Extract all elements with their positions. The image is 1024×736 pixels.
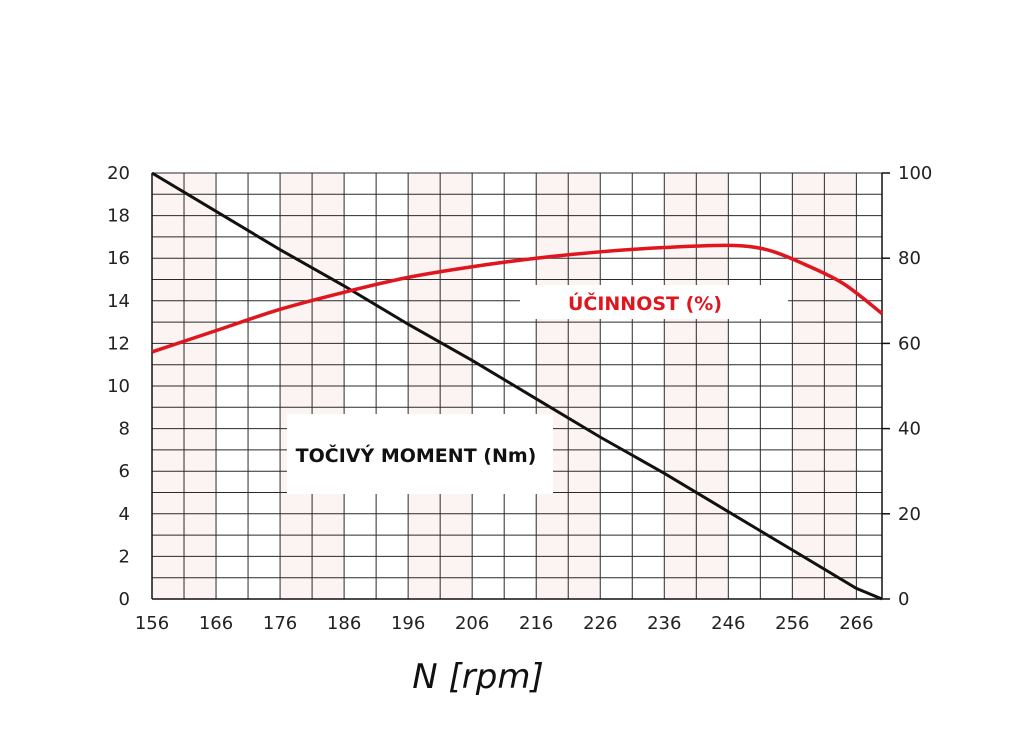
y-left-tick-label: 16 [107, 248, 130, 269]
x-tick-label: 206 [455, 613, 489, 634]
x-tick-label: 166 [199, 613, 233, 634]
series-lines [151, 171, 884, 601]
efficiency-series-label: ÚČINNOST (%) [568, 291, 722, 315]
y-right-tick-label: 100 [898, 163, 932, 184]
x-tick-label: 226 [583, 613, 617, 634]
y-right-tick-label: 20 [898, 504, 921, 525]
x-tick-label: 236 [647, 613, 681, 634]
y-left-tick-label: 14 [107, 291, 130, 312]
y-left-tick-label: 20 [107, 163, 130, 184]
torque-series-label: TOČIVÝ MOMENT (Nm) [296, 443, 537, 467]
y-left-tick-label: 0 [119, 589, 130, 610]
y-right-tick-label: 0 [898, 589, 909, 610]
y-right-tick-label: 40 [898, 419, 921, 440]
x-tick-label: 256 [775, 613, 809, 634]
x-tick-label: 156 [135, 613, 169, 634]
y-right-tick-label: 80 [898, 248, 921, 269]
y-left-tick-label: 8 [119, 419, 130, 440]
efficiency-label-bg [520, 285, 788, 319]
y-right-tick-label: 60 [898, 333, 921, 354]
x-tick-label: 186 [327, 613, 361, 634]
x-tick-label: 196 [391, 613, 425, 634]
x-tick-label: 266 [839, 613, 873, 634]
y-left-tick-label: 4 [119, 504, 130, 525]
x-tick-label: 246 [711, 613, 745, 634]
axes [151, 172, 890, 600]
x-tick-label: 216 [519, 613, 553, 634]
y-left-tick-label: 12 [107, 333, 130, 354]
grid-lines [151, 172, 882, 600]
y-left-tick-label: 18 [107, 206, 130, 227]
x-tick-label: 176 [263, 613, 297, 634]
torque-label-bg [287, 414, 553, 494]
y-left-tick-label: 2 [119, 546, 130, 567]
y-left-tick-label: 10 [107, 376, 130, 397]
series-labels: ÚČINNOST (%) TOČIVÝ MOMENT (Nm) [287, 285, 788, 494]
x-axis-label: N [rpm] [412, 657, 543, 697]
y-left-tick-label: 6 [119, 461, 130, 482]
torque-line [151, 171, 883, 601]
efficiency-line [151, 243, 884, 354]
